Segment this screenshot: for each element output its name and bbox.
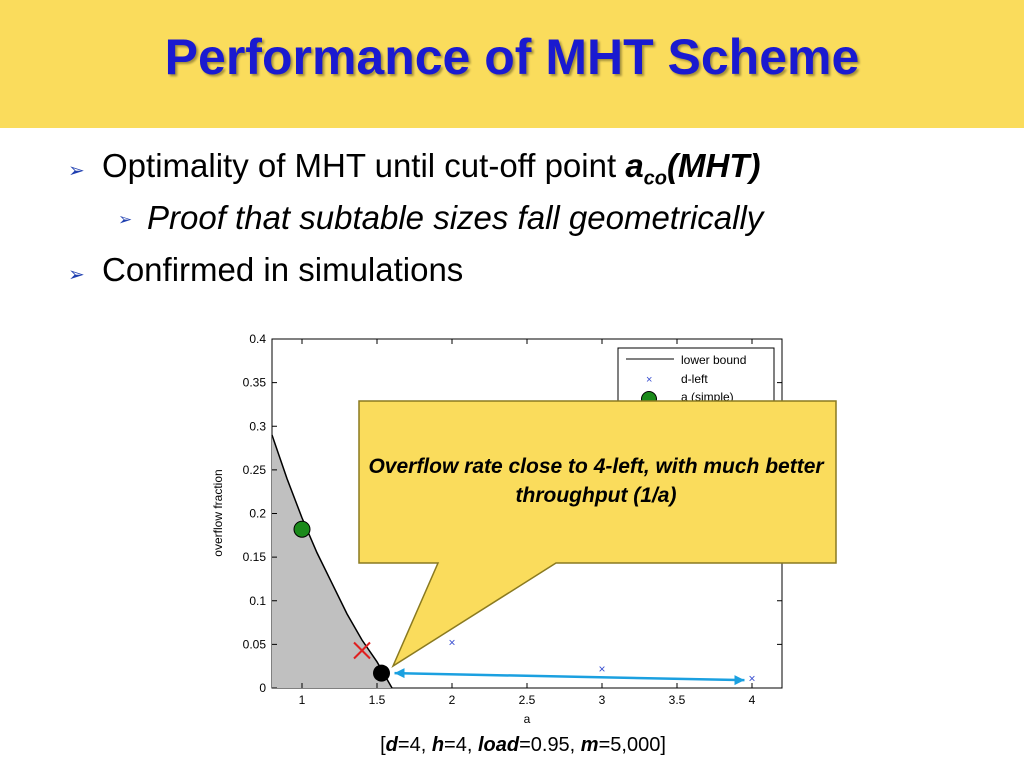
footer-close: ]	[660, 734, 666, 756]
footer-d-label: d	[385, 734, 398, 756]
legend-label-lower-bound: lower bound	[681, 353, 746, 367]
red-x-marker	[353, 641, 371, 660]
bullet-1-emph-main: a	[625, 147, 644, 184]
sub-bullet-arrow-icon: ➢	[118, 210, 133, 229]
bullet-3: Confirmed in simulations	[102, 251, 464, 288]
footer-load-label: load	[477, 734, 520, 756]
bullet-2: Proof that subtable sizes fall geometric…	[147, 199, 764, 236]
x-tick-label: 2.5	[519, 693, 536, 707]
d-left-point: ×	[448, 636, 455, 650]
x-tick-label: 3	[599, 693, 606, 707]
y-tick-label: 0.1	[249, 594, 266, 608]
lower-bound-region	[272, 434, 392, 688]
y-tick-label: 0.3	[249, 419, 266, 433]
slide-title: Performance of MHT Scheme	[164, 29, 860, 85]
title-bar	[0, 0, 1024, 128]
d-left-point: ×	[598, 662, 605, 676]
black-dot-marker	[373, 664, 390, 682]
callout-text: Overflow rate close to 4-left, with much…	[368, 455, 824, 507]
footer-h-label: h	[431, 734, 445, 756]
y-tick-label: 0	[259, 681, 266, 695]
x-tick-label: 4	[749, 693, 756, 707]
footer-m-value: =5,000	[598, 734, 661, 756]
arrowhead-left	[394, 668, 405, 679]
bullet-arrow-icon: ➢	[68, 160, 85, 182]
legend-marker-d-left: ×	[646, 374, 652, 386]
y-tick-label: 0.35	[243, 376, 267, 390]
simple-point	[293, 520, 311, 538]
y-tick-label: 0.25	[243, 463, 267, 477]
footer-h-value: =4,	[444, 734, 478, 756]
x-tick-label: 2	[449, 693, 456, 707]
bullet-1-emph-tail: (MHT)	[667, 147, 761, 184]
y-tick-label: 0.05	[243, 637, 267, 651]
footer-params: [d=4, h=4, load=0.95, m=5,000]	[0, 734, 1024, 757]
footer-d-value: =4,	[397, 734, 432, 756]
comparison-arrow	[394, 671, 745, 682]
x-axis-label: a	[524, 712, 531, 726]
bullet-arrow-icon: ➢	[68, 264, 85, 286]
footer-load-value: =0.95,	[519, 734, 581, 756]
bullet-1-emph-sub: co	[643, 167, 668, 190]
arrowhead-right	[734, 675, 745, 686]
footer-open: [	[380, 734, 386, 756]
legend-label-d-left: d-left	[681, 372, 708, 386]
callout-bubble	[358, 400, 837, 668]
footer-m-label: m	[580, 734, 599, 756]
y-tick-label: 0.4	[249, 332, 266, 346]
bullet-1-emph: aco(MHT)	[625, 147, 761, 190]
d-left-point: ×	[748, 671, 755, 685]
legend: lower bound × d-left a (simple)	[617, 347, 775, 409]
x-tick-label: 1.5	[369, 693, 386, 707]
bullet-list: ➢ Optimality of MHT until cut-off point …	[0, 0, 1024, 310]
y-axis-label: overflow fraction	[211, 469, 225, 556]
x-tick-label: 3.5	[669, 693, 686, 707]
bullet-1: Optimality of MHT until cut-off point ac…	[102, 147, 760, 191]
y-tick-label: 0.15	[243, 550, 267, 564]
y-tick-label: 0.2	[249, 507, 266, 521]
x-tick-label: 1	[299, 693, 306, 707]
bullet-1-text: Optimality of MHT until cut-off point	[102, 147, 626, 184]
